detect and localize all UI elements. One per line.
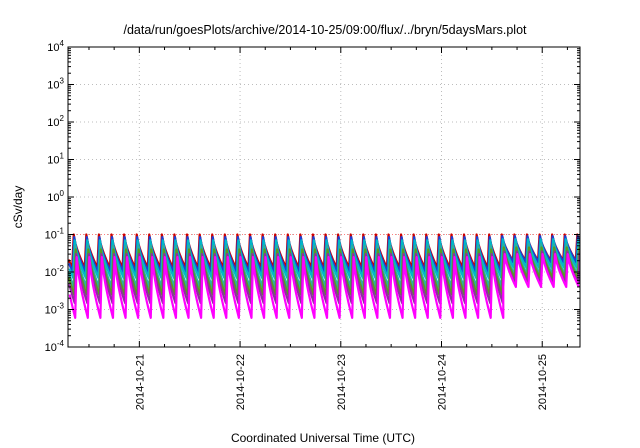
y-tick-label: 104 <box>47 39 64 54</box>
y-tick-label: 100 <box>47 189 64 204</box>
series-line <box>68 253 580 319</box>
y-axis: 10-4 10-3 10-2 10-1 100 101 102 103 104 <box>45 39 580 354</box>
x-tick-label: 2014-10-24 <box>437 354 449 410</box>
y-tick-label: 101 <box>47 152 64 167</box>
x-tick-label: 2014-10-22 <box>235 354 247 410</box>
y-tick-label: 10-4 <box>45 339 65 354</box>
x-tick-label: 2014-10-25 <box>537 354 549 410</box>
x-axis-label: Coordinated Universal Time (UTC) <box>231 431 415 445</box>
x-axis: 2014-10-21 2014-10-22 2014-10-23 2014-10-24… <box>88 47 568 410</box>
y-tick-label: 10-1 <box>45 227 65 242</box>
y-tick-label: 102 <box>47 114 64 129</box>
chart-title: /data/run/goesPlots/archive/2014-10-25/0… <box>123 23 527 37</box>
y-tick-label: 10-2 <box>45 264 65 279</box>
y-tick-label: 10-3 <box>45 302 65 317</box>
data-series <box>68 233 580 319</box>
y-axis-label: cSv/day <box>11 186 25 229</box>
y-tick-label: 103 <box>47 77 64 92</box>
x-tick-label: 2014-10-23 <box>336 354 348 410</box>
x-tick-label: 2014-10-21 <box>134 354 146 410</box>
